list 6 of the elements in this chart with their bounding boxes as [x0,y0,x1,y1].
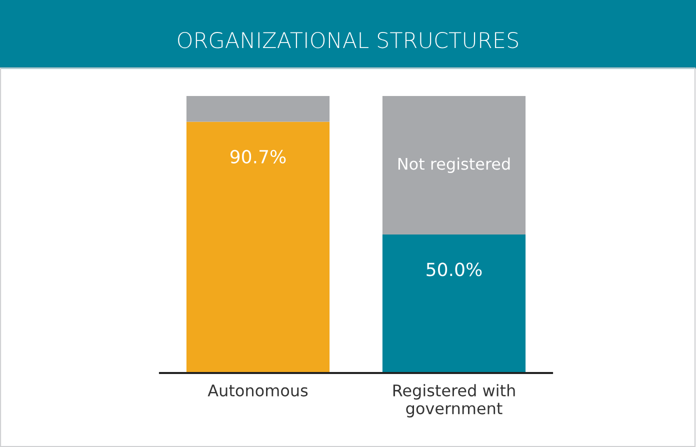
annotation: Not registered [398,158,510,173]
data-label: 90.7% [230,150,286,164]
x-tick-label: Registered with government [393,384,515,418]
data-label: 50.0% [426,262,482,276]
chart-title: ORGANIZATIONAL STRUCTURES [178,32,518,48]
x-tick-label: Autonomous [208,384,308,396]
